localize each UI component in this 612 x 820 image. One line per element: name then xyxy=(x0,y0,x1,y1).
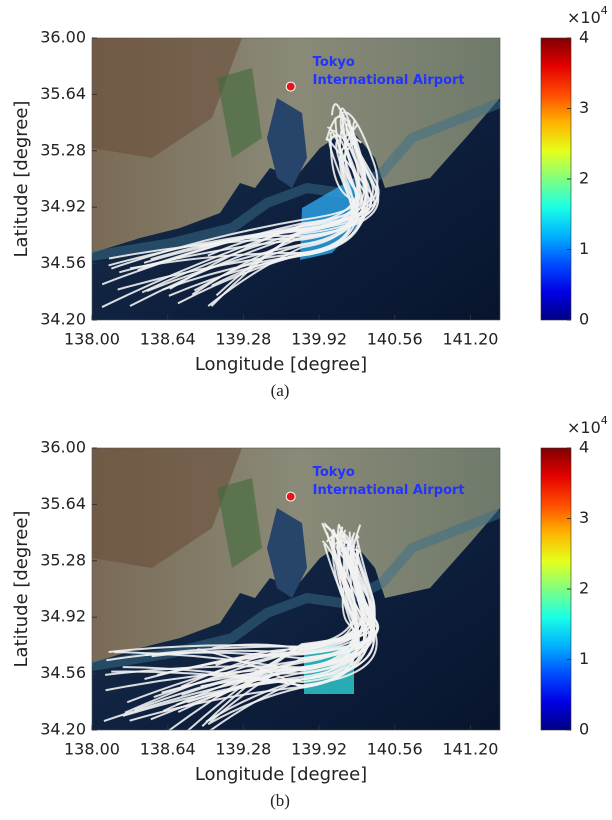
colorbar-tick-label: 4 xyxy=(579,28,589,47)
y-tick-label: 34.20 xyxy=(40,720,86,739)
x-tick-label: 138.64 xyxy=(140,330,196,349)
multiplier-base: ×10 xyxy=(567,418,601,437)
x-tick-label: 141.20 xyxy=(442,330,498,349)
y-tick-label: 34.56 xyxy=(40,663,86,682)
airport-label: Tokyo xyxy=(313,55,355,70)
x-tick-label: 140.56 xyxy=(367,740,423,759)
panel-caption: (a) xyxy=(271,381,290,400)
colorbar-tick-label: 0 xyxy=(579,310,589,329)
x-tick-label: 139.92 xyxy=(291,330,347,349)
colorbar-multiplier: ×104 xyxy=(567,4,608,27)
y-tick-label: 34.92 xyxy=(40,607,86,626)
multiplier-exponent: 4 xyxy=(601,414,608,427)
figure: 138.00 138.64 139.28 139.92 140.56 141.20 34.2… xyxy=(0,0,612,820)
airport-marker xyxy=(286,492,295,501)
colorbar-tick-label: 1 xyxy=(579,649,589,668)
y-axis-label: Latitude [degree] xyxy=(11,511,32,668)
y-tick-label: 34.20 xyxy=(40,310,86,329)
multiplier-base: ×10 xyxy=(567,8,601,27)
x-tick-label: 139.28 xyxy=(215,740,271,759)
colorbar-tick-label: 3 xyxy=(579,508,589,527)
airport-label: International Airport xyxy=(313,73,465,88)
colorbar-tick-label: 3 xyxy=(579,98,589,117)
colorbar xyxy=(541,38,571,320)
x-axis-label: Longitude [degree] xyxy=(195,354,367,375)
colorbar-tick-label: 4 xyxy=(579,438,589,457)
y-tick-label: 35.64 xyxy=(40,84,86,103)
y-tick-label: 34.56 xyxy=(40,253,86,272)
x-tick-label: 138.64 xyxy=(140,740,196,759)
airport-label: Tokyo xyxy=(313,465,355,480)
y-axis-label: Latitude [degree] xyxy=(11,101,32,258)
x-tick-label: 138.00 xyxy=(64,330,120,349)
x-tick-label: 140.56 xyxy=(367,330,423,349)
colorbar-multiplier: ×104 xyxy=(567,414,608,437)
colorbar-tick-label: 2 xyxy=(579,579,589,598)
y-tick-label: 35.28 xyxy=(40,550,86,569)
colorbar-tick-label: 2 xyxy=(579,169,589,188)
y-tick-label: 34.92 xyxy=(40,197,86,216)
x-tick-label: 139.92 xyxy=(291,740,347,759)
x-tick-label: 138.00 xyxy=(64,740,120,759)
x-tick-label: 141.20 xyxy=(442,740,498,759)
y-tick-label: 36.00 xyxy=(40,438,86,457)
panel: 138.00 138.64 139.28 139.92 140.56 141.20 34.2… xyxy=(11,414,608,810)
x-axis-label: Longitude [degree] xyxy=(195,764,367,785)
colorbar-tick-label: 1 xyxy=(579,239,589,258)
airport-label: International Airport xyxy=(313,483,465,498)
colorbar xyxy=(541,448,571,730)
panel-caption: (b) xyxy=(270,791,290,810)
y-tick-label: 35.64 xyxy=(40,494,86,513)
panel: 138.00 138.64 139.28 139.92 140.56 141.20 34.2… xyxy=(11,4,608,400)
y-tick-label: 36.00 xyxy=(40,28,86,47)
y-tick-label: 35.28 xyxy=(40,140,86,159)
airport-marker xyxy=(286,82,295,91)
colorbar-tick-label: 0 xyxy=(579,720,589,739)
multiplier-exponent: 4 xyxy=(601,4,608,17)
x-tick-label: 139.28 xyxy=(215,330,271,349)
